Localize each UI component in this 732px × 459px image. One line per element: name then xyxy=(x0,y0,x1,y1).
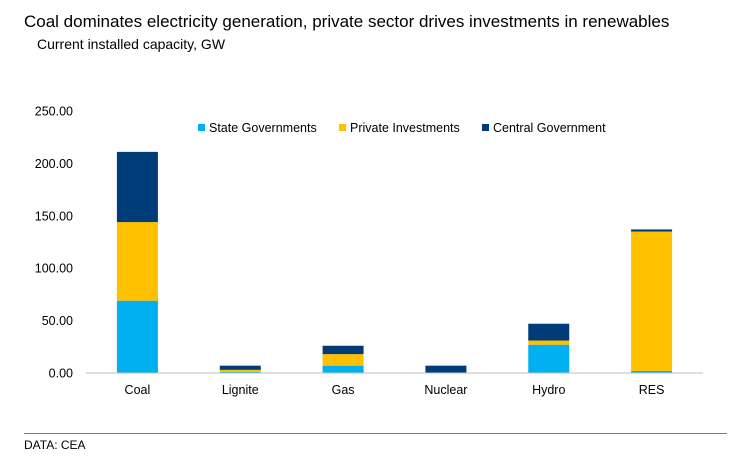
legend-label: Private Investments xyxy=(350,121,460,135)
y-tick-label: 200.00 xyxy=(35,157,73,171)
legend-label: Central Government xyxy=(493,121,606,135)
x-tick-label: Coal xyxy=(125,383,151,397)
y-tick-label: 50.00 xyxy=(42,314,73,328)
bar-gas-private-investments xyxy=(322,354,364,366)
y-axis-ticks: 0.00 50.00 100.00 150.00 200.00 250.00 xyxy=(35,105,73,381)
x-tick-label: Gas xyxy=(332,383,355,397)
chart-title: Coal dominates electricity generation, p… xyxy=(24,12,670,31)
bar-hydro-state-governments xyxy=(528,344,570,373)
legend-swatch-central-government xyxy=(482,124,489,131)
bar-gas-state-governments xyxy=(322,365,364,373)
x-axis-ticks: Coal Lignite Gas Nuclear Hydro RES xyxy=(125,383,665,397)
bar-coal-private-investments xyxy=(116,222,158,301)
bar-res-private-investments xyxy=(631,231,673,371)
x-tick-label: Lignite xyxy=(222,383,259,397)
footer-divider xyxy=(24,433,727,434)
bar-gas-central-government xyxy=(322,345,364,355)
y-tick-label: 250.00 xyxy=(35,105,73,119)
bar-res-central-government xyxy=(631,229,673,232)
bar-lignite-central-government xyxy=(219,365,261,370)
bar-hydro-private-investments xyxy=(528,340,570,345)
legend-swatch-state-governments xyxy=(198,124,205,131)
bar-nuclear-central-government xyxy=(425,365,467,373)
bar-coal-central-government xyxy=(116,151,158,223)
bar-hydro-central-government xyxy=(528,323,570,341)
bar-lignite-state-governments xyxy=(219,371,261,373)
bar-stacks xyxy=(116,151,673,373)
legend: State Governments Private Investments Cent… xyxy=(198,121,606,135)
data-source: DATA: CEA xyxy=(24,438,86,452)
y-tick-label: 0.00 xyxy=(49,367,73,381)
bar-res-state-governments xyxy=(631,370,673,373)
x-tick-label: RES xyxy=(639,383,665,397)
x-tick-label: Nuclear xyxy=(424,383,467,397)
y-tick-label: 150.00 xyxy=(35,209,73,223)
legend-label: State Governments xyxy=(209,121,317,135)
bar-lignite-private-investments xyxy=(219,369,261,372)
chart-subtitle: Current installed capacity, GW xyxy=(37,36,226,52)
y-tick-label: 100.00 xyxy=(35,262,73,276)
x-tick-label: Hydro xyxy=(532,383,565,397)
legend-swatch-private-investments xyxy=(339,124,346,131)
bar-coal-state-governments xyxy=(116,300,158,373)
